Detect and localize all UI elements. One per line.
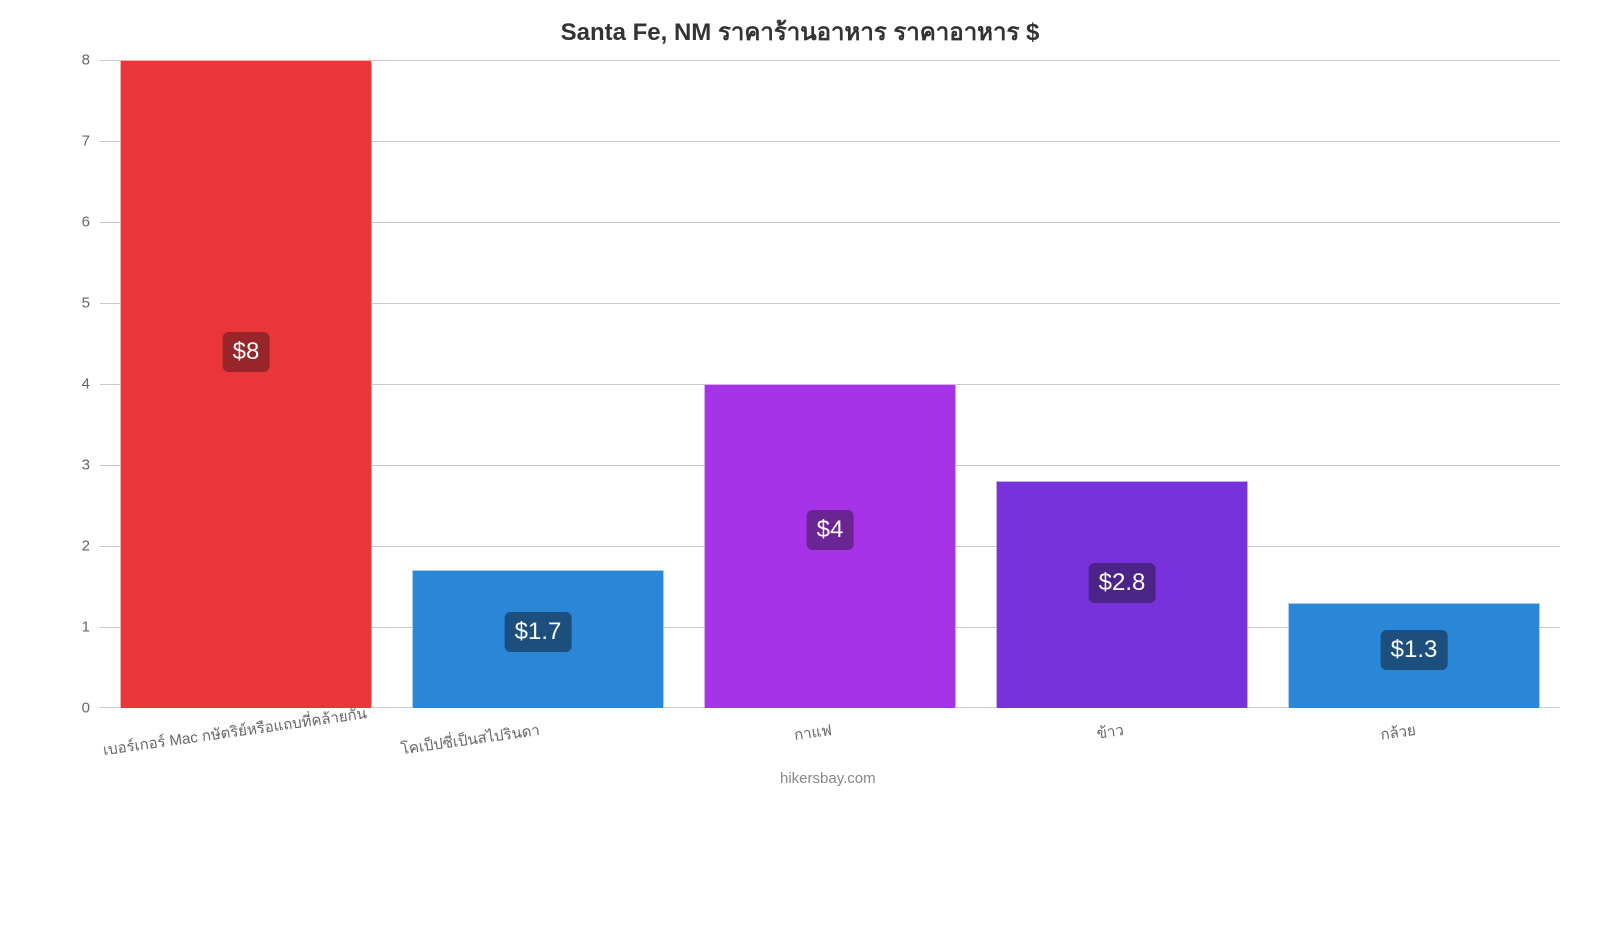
value-badge: $2.8 bbox=[1089, 563, 1156, 603]
y-tick-label: 1 bbox=[82, 619, 90, 636]
y-tick-label: 2 bbox=[82, 538, 90, 555]
credit-text: hikersbay.com bbox=[780, 770, 876, 787]
plot-area: 012345678$8เบอร์เกอร์ Mac กษัตริย์หรือแถ… bbox=[100, 60, 1560, 708]
chart-title: Santa Fe, NM ราคาร้านอาหาร ราคาอาหาร $ bbox=[0, 12, 1600, 51]
value-badge: $1.3 bbox=[1381, 630, 1448, 670]
x-tick-label: เบอร์เกอร์ Mac กษัตริย์หรือแถบที่คล้ายกั… bbox=[101, 718, 249, 762]
value-badge: $4 bbox=[807, 510, 854, 550]
y-tick-label: 8 bbox=[82, 52, 90, 69]
y-tick-label: 6 bbox=[82, 214, 90, 231]
bar bbox=[120, 60, 371, 708]
y-tick-label: 7 bbox=[82, 133, 90, 150]
y-tick-label: 5 bbox=[82, 295, 90, 312]
value-badge: $1.7 bbox=[505, 612, 572, 652]
y-tick-label: 0 bbox=[82, 700, 90, 717]
y-tick-label: 3 bbox=[82, 457, 90, 474]
chart-container: Santa Fe, NM ราคาร้านอาหาร ราคาอาหาร $ 0… bbox=[0, 0, 1600, 800]
value-badge: $8 bbox=[223, 332, 270, 372]
y-tick-label: 4 bbox=[82, 376, 90, 393]
